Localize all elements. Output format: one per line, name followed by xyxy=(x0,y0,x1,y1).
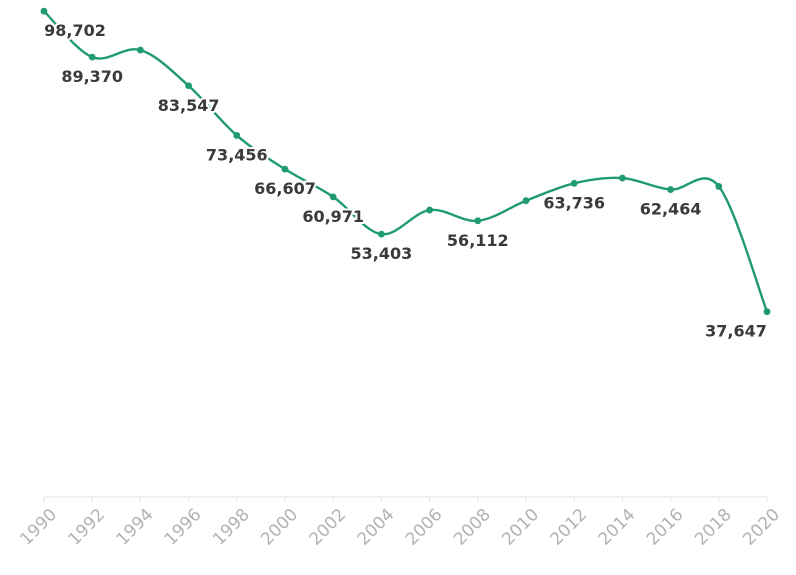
series-line xyxy=(43,10,769,313)
data-labels: 98,702 89,370 83,547 73,456 66,607 60,971 53,4… xyxy=(42,19,769,343)
data-point-1996 xyxy=(185,82,193,90)
data-point-2014 xyxy=(619,174,626,182)
data-label-2020: 37,647 xyxy=(705,322,767,341)
x-tick-label-2000: 2000 xyxy=(257,505,302,550)
data-point-2018 xyxy=(715,183,723,190)
data-point-2012 xyxy=(570,179,578,187)
data-point-1998 xyxy=(233,132,241,139)
x-tick-label-2008: 2008 xyxy=(450,505,495,550)
x-tick-label-1994: 1994 xyxy=(113,505,158,550)
data-label-1990: 98,702 xyxy=(44,21,106,40)
data-label-1996: 83,547 xyxy=(158,96,220,115)
x-tick-label-2016: 2016 xyxy=(643,505,688,550)
data-label-2000: 66,607 xyxy=(254,179,316,198)
x-tick-label-2014: 2014 xyxy=(595,505,640,550)
x-tick-label-1990: 1990 xyxy=(16,505,61,550)
x-tick-label-1998: 1998 xyxy=(209,505,254,550)
data-point-1990 xyxy=(40,7,48,15)
data-points xyxy=(40,7,771,316)
x-tick-label-1992: 1992 xyxy=(64,505,109,550)
data-point-2016 xyxy=(667,186,674,193)
x-tick-label-2010: 2010 xyxy=(498,505,543,550)
x-tick-label-2018: 2018 xyxy=(691,505,736,550)
data-label-2002: 60,971 xyxy=(302,207,364,226)
x-tick-label-2012: 2012 xyxy=(546,505,591,550)
data-point-2002 xyxy=(329,193,337,201)
data-point-1994 xyxy=(137,46,144,54)
data-point-1992 xyxy=(88,53,96,61)
data-label-2012: 63,736 xyxy=(543,193,605,212)
data-point-2010 xyxy=(522,197,530,205)
x-tick-label-2004: 2004 xyxy=(354,505,399,550)
x-axis-ticks: 1990 1992 1994 1996 1998 2000 2002 2004 2006 2008… xyxy=(16,497,784,550)
data-point-2020 xyxy=(763,308,771,316)
data-label-2016: 62,464 xyxy=(640,200,702,219)
x-tick-label-1996: 1996 xyxy=(161,505,206,550)
data-point-2000 xyxy=(281,165,289,173)
x-tick-label-2020: 2020 xyxy=(739,505,784,550)
data-label-2008: 56,112 xyxy=(447,231,509,250)
data-label-1992: 89,370 xyxy=(61,67,123,86)
data-point-2006 xyxy=(426,206,433,214)
data-label-2004: 53,403 xyxy=(351,244,413,263)
data-point-2004 xyxy=(378,230,385,238)
data-point-2008 xyxy=(474,217,482,225)
x-tick-label-2002: 2002 xyxy=(305,505,350,550)
x-tick-label-2006: 2006 xyxy=(402,505,447,550)
data-label-1998: 73,456 xyxy=(206,145,268,164)
